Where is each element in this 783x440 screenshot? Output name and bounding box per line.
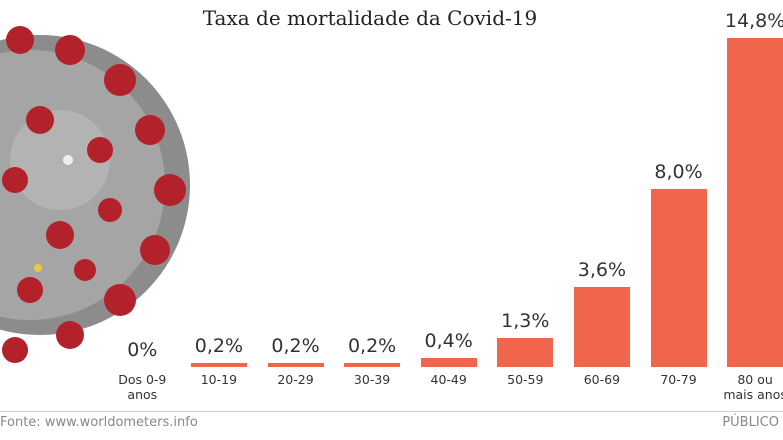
- x-tick-label: Dos 0-9 anos: [118, 372, 167, 402]
- value-label: 14,8%: [724, 10, 783, 32]
- x-tick-label: 10-19: [200, 372, 238, 387]
- bar: [573, 286, 630, 367]
- bar: [650, 189, 707, 367]
- x-tick-label: 30-39: [353, 372, 391, 387]
- bar: [420, 358, 477, 367]
- footer-rule: [0, 411, 783, 412]
- bar: [267, 362, 324, 367]
- x-tick-label: 60-69: [583, 372, 621, 387]
- bar: [190, 362, 247, 367]
- value-label: 0%: [127, 339, 158, 361]
- x-tick-label: 50-59: [507, 372, 544, 387]
- value-label: 8,0%: [654, 161, 703, 184]
- value-label: 0,4%: [424, 330, 473, 353]
- x-tick-label: 20-29: [277, 372, 314, 387]
- source: Fonte: www.worldometers.info: [0, 415, 198, 430]
- bar: [497, 338, 554, 367]
- value-label: 0,2%: [194, 334, 244, 357]
- x-tick-label: 40-49: [430, 372, 467, 387]
- x-tick-label: 80 ou mais anos: [723, 372, 783, 402]
- chart-title: Taxa de mortalidade da Covid-19: [202, 6, 538, 30]
- bar: [727, 38, 783, 367]
- bar: [344, 362, 401, 367]
- publisher: PÚBLICO: [722, 415, 779, 430]
- value-label: 0,2%: [347, 334, 397, 357]
- x-tick-label: 70-79: [660, 372, 697, 387]
- value-label: 1,3%: [501, 310, 550, 333]
- value-label: 0,2%: [271, 334, 320, 357]
- value-label: 3,6%: [577, 258, 627, 281]
- virus-illustration: [0, 26, 190, 363]
